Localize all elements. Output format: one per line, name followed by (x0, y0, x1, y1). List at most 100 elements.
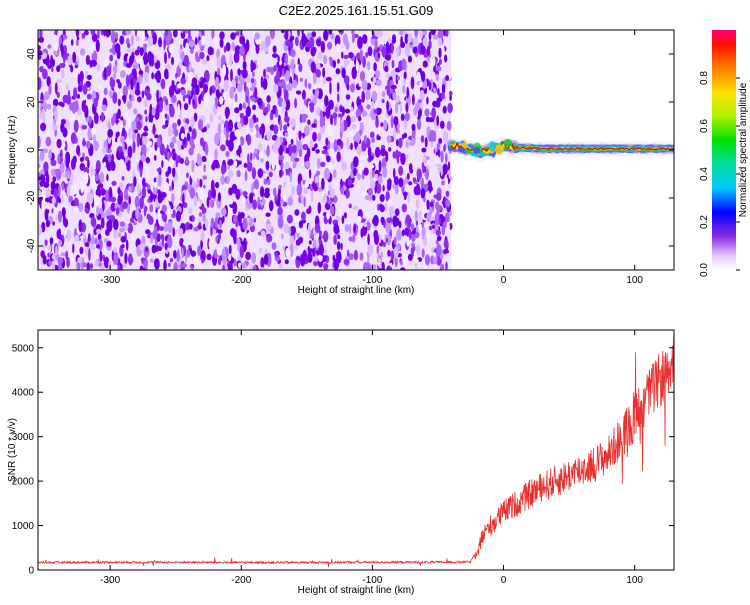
noise-speckle (422, 37, 428, 47)
noise-speckle (344, 224, 350, 232)
noise-speckle (436, 97, 443, 102)
noise-speckle (87, 159, 90, 169)
noise-speckle (209, 86, 213, 96)
noise-speckle (227, 98, 233, 104)
noise-speckle (421, 162, 425, 170)
noise-speckle (66, 229, 72, 242)
noise-speckle (145, 156, 151, 164)
noise-speckle (80, 181, 84, 194)
noise-speckle (407, 33, 413, 44)
noise-speckle (53, 42, 59, 52)
noise-speckle (290, 138, 294, 145)
noise-speckle (75, 30, 80, 38)
noise-speckle (414, 210, 418, 222)
noise-speckle (350, 83, 355, 93)
noise-speckle (135, 55, 142, 64)
noise-speckle (190, 143, 196, 150)
noise-speckle (203, 83, 208, 93)
noise-speckle (376, 244, 380, 254)
noise-speckle (351, 124, 357, 130)
noise-speckle (388, 147, 392, 152)
noise-speckle (386, 234, 392, 246)
noise-speckle (285, 40, 291, 47)
noise-speckle (133, 176, 137, 188)
noise-speckle (400, 113, 405, 121)
colorbar-tick-label: 0.4 (699, 167, 710, 181)
snr-x-tick-label: 0 (501, 575, 507, 586)
noise-speckle (91, 50, 98, 63)
noise-speckle (193, 255, 198, 264)
noise-speckle (96, 228, 102, 234)
noise-speckle (164, 150, 169, 158)
noise-speckle (294, 97, 297, 109)
noise-speckle (361, 90, 366, 103)
noise-speckle (122, 127, 126, 137)
noise-speckle (449, 222, 453, 230)
noise-speckle (130, 78, 134, 91)
noise-speckle (147, 122, 153, 131)
noise-speckle (159, 143, 165, 156)
noise-speckle (438, 58, 442, 65)
noise-speckle (411, 123, 416, 131)
signal-track-blob (494, 144, 504, 155)
noise-speckle (419, 30, 424, 39)
noise-speckle (319, 110, 324, 119)
noise-speckle (45, 173, 50, 185)
noise-speckle (309, 36, 315, 49)
noise-speckle (283, 181, 287, 188)
noise-speckle (387, 249, 391, 257)
noise-speckle (298, 130, 302, 141)
noise-speckle (209, 154, 213, 165)
noise-speckle (48, 84, 52, 95)
signal-track-peak (600, 147, 606, 151)
noise-speckle (445, 190, 450, 197)
noise-speckle (436, 235, 442, 242)
noise-speckle (128, 185, 132, 193)
noise-speckle (431, 107, 436, 119)
noise-speckle (144, 71, 149, 83)
noise-speckle (260, 257, 265, 269)
noise-speckle (178, 228, 184, 237)
noise-speckle (337, 234, 341, 240)
noise-speckle (65, 94, 72, 105)
noise-speckle (177, 103, 180, 116)
noise-speckle (396, 76, 401, 81)
noise-speckle (41, 224, 45, 229)
snr-plot-area (38, 330, 674, 570)
noise-speckle (155, 219, 159, 227)
noise-speckle (383, 119, 388, 131)
noise-speckle (48, 260, 52, 266)
colorbar-tick-label: 0.8 (699, 71, 710, 85)
noise-speckle (196, 201, 201, 207)
noise-speckle (261, 130, 265, 139)
noise-speckle (304, 181, 309, 189)
noise-speckle (435, 73, 439, 82)
noise-speckle (56, 78, 62, 84)
noise-speckle (438, 38, 443, 47)
noise-speckle (271, 162, 275, 170)
noise-speckle (416, 71, 421, 81)
noise-speckle (113, 65, 118, 74)
noise-speckle (61, 62, 66, 68)
noise-speckle (175, 155, 179, 168)
noise-speckle (219, 219, 222, 229)
noise-speckle (62, 215, 66, 226)
noise-speckle (259, 186, 265, 198)
noise-speckle (158, 246, 162, 251)
noise-speckle (185, 156, 189, 165)
noise-speckle (132, 140, 136, 154)
noise-speckle (374, 146, 381, 158)
noise-speckle (405, 141, 409, 148)
noise-speckle (250, 127, 254, 133)
noise-speckle (327, 162, 334, 170)
noise-speckle (49, 58, 56, 68)
noise-speckle (103, 238, 108, 243)
noise-speckle (294, 215, 300, 224)
noise-speckle (247, 95, 250, 109)
noise-speckle (341, 51, 344, 59)
noise-speckle (75, 39, 79, 47)
noise-speckle (265, 223, 272, 231)
noise-speckle (242, 60, 247, 71)
noise-speckle (68, 178, 73, 185)
noise-speckle (116, 207, 120, 215)
